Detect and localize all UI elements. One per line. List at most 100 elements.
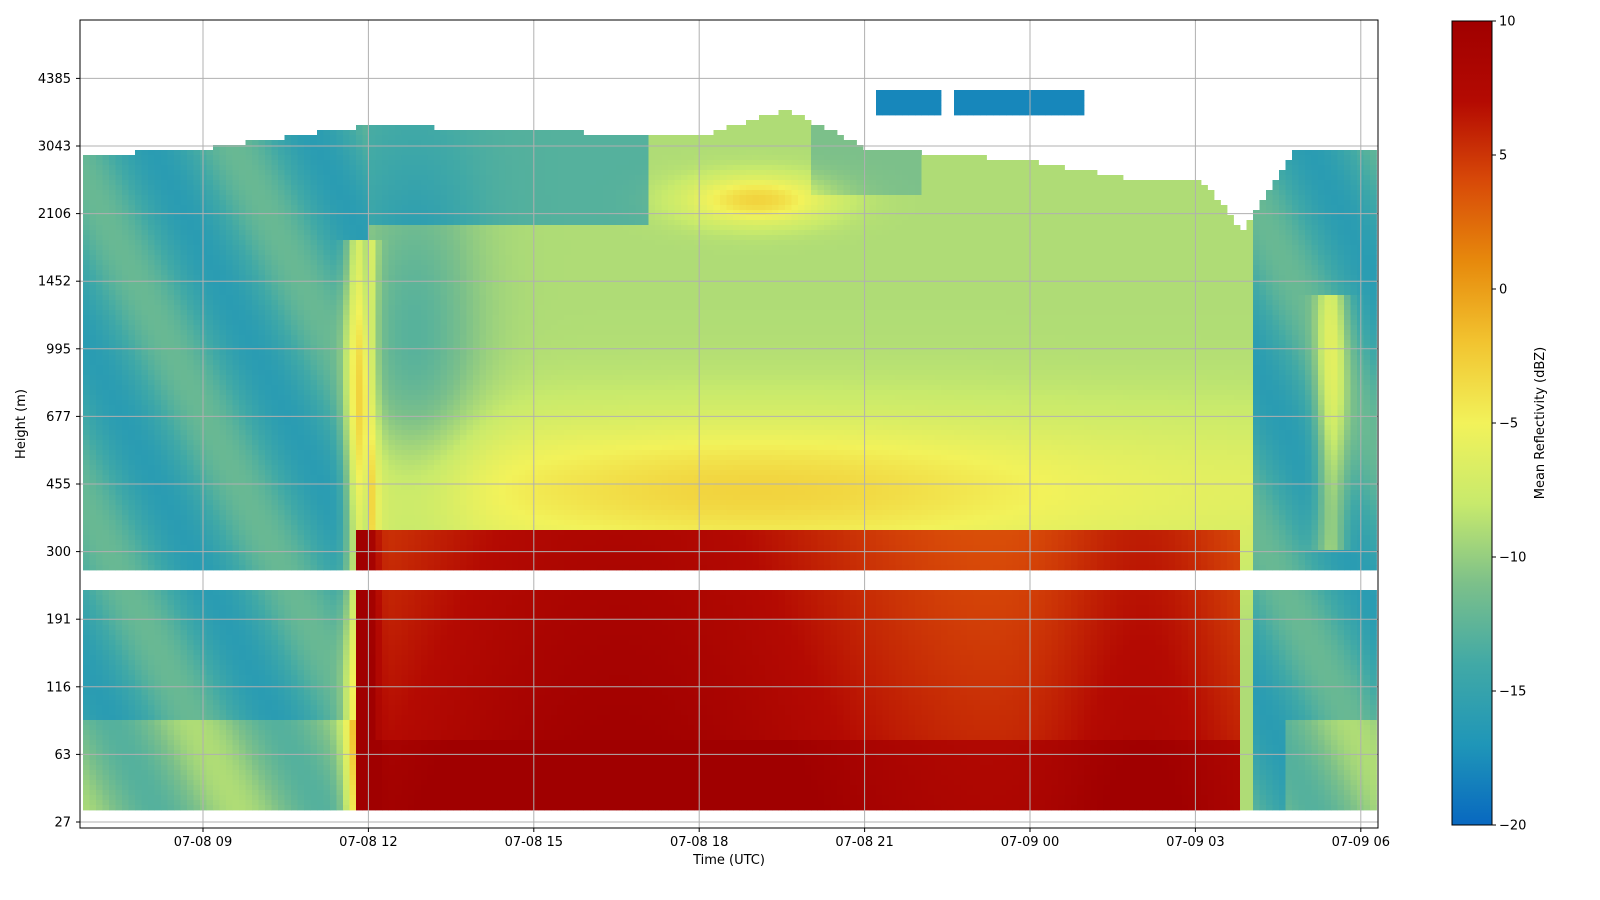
heatmap-cell xyxy=(161,695,168,701)
heatmap-cell xyxy=(180,645,188,651)
heatmap-cell xyxy=(109,640,116,646)
heatmap-cell xyxy=(180,710,188,716)
heatmap-cell xyxy=(115,470,123,476)
heatmap-cell xyxy=(187,590,194,596)
heatmap-cell xyxy=(174,650,181,656)
heatmap-cell xyxy=(219,745,227,751)
heatmap-cell xyxy=(310,640,318,646)
heatmap-cell xyxy=(141,605,149,611)
heatmap-cell xyxy=(252,305,259,311)
heatmap-cell xyxy=(323,550,331,556)
heatmap-cell xyxy=(148,510,155,516)
heatmap-cell xyxy=(167,640,175,646)
heatmap-cell xyxy=(258,250,266,256)
heatmap-cell xyxy=(239,625,246,631)
heatmap-cell xyxy=(135,485,142,491)
heatmap-cell xyxy=(297,440,305,446)
heatmap-cell xyxy=(304,180,311,186)
heatmap-cell xyxy=(297,665,305,671)
heatmap-cell xyxy=(265,305,272,311)
heatmap-cell xyxy=(128,515,136,521)
heatmap-cell xyxy=(317,265,324,271)
heatmap-cell xyxy=(317,425,324,431)
heatmap-cell xyxy=(161,655,168,661)
heatmap-cell xyxy=(89,315,97,321)
heatmap-cell xyxy=(239,225,246,231)
heatmap-cell xyxy=(128,755,136,761)
heatmap-cell xyxy=(284,415,292,421)
heatmap-cell xyxy=(154,340,162,346)
heatmap-cell xyxy=(83,565,90,571)
heatmap-cell xyxy=(154,325,162,331)
heatmap-cell xyxy=(141,160,149,166)
heatmap-cell xyxy=(96,470,103,476)
heatmap-cell xyxy=(310,485,318,491)
heatmap-cell xyxy=(232,300,240,306)
heatmap-cell xyxy=(148,725,155,731)
heatmap-cell xyxy=(193,155,201,161)
heatmap-cell xyxy=(174,150,181,156)
heatmap-cell xyxy=(252,635,259,641)
heatmap-cell xyxy=(291,510,298,516)
heatmap-cell xyxy=(154,600,162,606)
heatmap-cell xyxy=(278,435,285,441)
heatmap-cell xyxy=(317,470,324,476)
heatmap-cell xyxy=(323,805,331,811)
heatmap-cell xyxy=(323,535,331,541)
heatmap-cell xyxy=(258,365,266,371)
heatmap-cell xyxy=(252,445,259,451)
heatmap-cell xyxy=(83,240,90,246)
heatmap-cell xyxy=(291,225,298,231)
heatmap-cell xyxy=(83,645,90,651)
heatmap-cell xyxy=(128,510,136,516)
heatmap-cell xyxy=(135,635,142,641)
heatmap-cell xyxy=(232,160,240,166)
heatmap-cell xyxy=(83,285,90,291)
heatmap-cell xyxy=(310,505,318,511)
heatmap-cell xyxy=(180,630,188,636)
heatmap-cell xyxy=(96,795,103,801)
heatmap-cell xyxy=(115,270,123,276)
heatmap-cell xyxy=(245,335,253,341)
heatmap-cell xyxy=(206,765,214,771)
heatmap-cell xyxy=(317,145,324,151)
heatmap-cell xyxy=(154,780,162,786)
heatmap-cell xyxy=(271,225,279,231)
heatmap-cell xyxy=(148,175,155,181)
heatmap-cell xyxy=(291,185,298,191)
heatmap-cell xyxy=(115,590,123,596)
heatmap-cell xyxy=(174,510,181,516)
heatmap-cell xyxy=(297,505,305,511)
heatmap-cell xyxy=(291,495,298,501)
heatmap-cell xyxy=(310,700,318,706)
heatmap-cell xyxy=(265,805,272,811)
heatmap-cell xyxy=(206,170,214,176)
heatmap-cell xyxy=(330,400,337,406)
heatmap-cell xyxy=(83,220,90,226)
heatmap-cell xyxy=(115,265,123,271)
heatmap-cell xyxy=(187,595,194,601)
heatmap-cell xyxy=(115,515,123,521)
heatmap-cell xyxy=(193,370,201,376)
heatmap-cell xyxy=(252,425,259,431)
heatmap-cell xyxy=(232,710,240,716)
heatmap-cell xyxy=(226,590,233,596)
heatmap-cell xyxy=(206,330,214,336)
heatmap-cell xyxy=(278,710,285,716)
heatmap-cell xyxy=(265,160,272,166)
heatmap-cell xyxy=(239,645,246,651)
heatmap-cell xyxy=(297,765,305,771)
heatmap-cell xyxy=(167,285,175,291)
heatmap-cell xyxy=(278,605,285,611)
heatmap-cell xyxy=(245,750,253,756)
heatmap-cell xyxy=(219,555,227,561)
heatmap-cell xyxy=(89,470,97,476)
heatmap-cell xyxy=(291,680,298,686)
heatmap-cell xyxy=(167,490,175,496)
heatmap-cell xyxy=(154,515,162,521)
heatmap-cell xyxy=(167,635,175,641)
heatmap-cell xyxy=(304,375,311,381)
heatmap-cell xyxy=(271,635,279,641)
heatmap-cell xyxy=(245,275,253,281)
heatmap-cell xyxy=(226,170,233,176)
